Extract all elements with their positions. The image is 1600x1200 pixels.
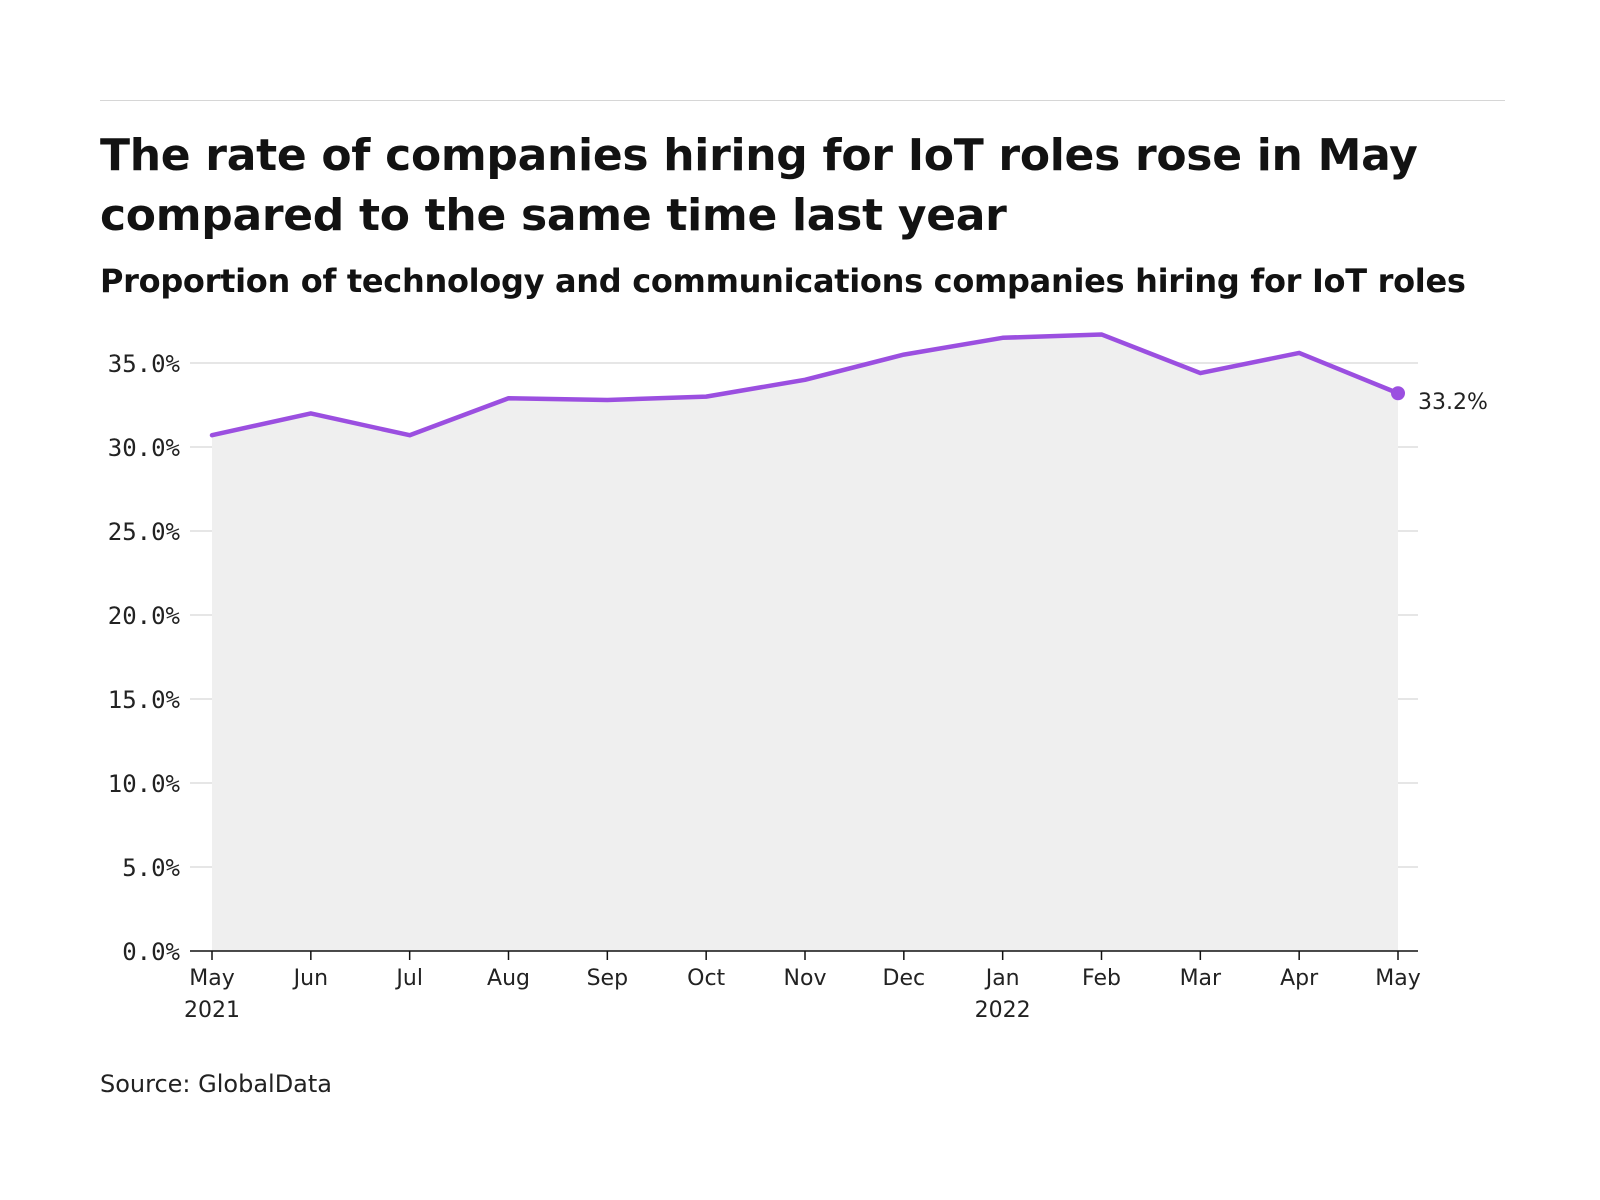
data-point — [1000, 336, 1004, 340]
end-point-marker — [1391, 386, 1405, 401]
chart-subtitle: Proportion of technology and communicati… — [100, 262, 1466, 300]
end-point: 33.2% — [1418, 390, 1488, 415]
x-tick-label: Jan — [984, 966, 1020, 991]
y-axis-ticks: 0.0% 5.0% 10.0% 15.0% 20.0% 25.0% 30.0% 35.0% — [108, 350, 181, 966]
y-tick-label: 10.0% — [108, 770, 181, 798]
data-point — [506, 396, 510, 400]
data-point — [210, 433, 214, 437]
x-tick-label: Oct — [687, 966, 725, 991]
area-fill — [212, 334, 1398, 951]
x-tick-label: Jul — [394, 966, 423, 991]
data-point — [1198, 371, 1202, 375]
x-tick-label: Apr — [1280, 966, 1319, 991]
x-tick-label: Jun — [292, 966, 328, 991]
data-point — [902, 352, 906, 356]
source-note: Source: GlobalData — [100, 1070, 333, 1098]
data-point — [605, 398, 609, 402]
data-point — [309, 411, 313, 415]
data-point — [803, 378, 807, 382]
x-tick-label: Aug — [487, 966, 530, 991]
series-line-path — [209, 332, 1401, 438]
series-line — [209, 332, 1405, 438]
x-tick-label: Sep — [587, 966, 628, 991]
data-point — [407, 433, 411, 437]
top-divider — [100, 100, 1505, 101]
x-tick-label: Mar — [1180, 966, 1222, 991]
x-tick-label: Nov — [784, 966, 827, 991]
x-tick-label: Dec — [883, 966, 926, 991]
y-tick-label: 35.0% — [108, 350, 181, 378]
x-tick-sublabel: 2021 — [184, 998, 240, 1023]
x-tick-sublabel: 2022 — [975, 998, 1031, 1023]
x-tick-label: May — [189, 966, 234, 991]
end-value-label: 33.2% — [1418, 390, 1488, 415]
data-point — [1297, 351, 1301, 355]
y-tick-label: 25.0% — [108, 518, 181, 546]
chart-title: The rate of companies hiring for IoT rol… — [100, 130, 1418, 241]
y-tick-label: 15.0% — [108, 686, 181, 714]
y-tick-label: 0.0% — [122, 938, 180, 966]
series-area — [212, 334, 1398, 951]
x-tick-label: Feb — [1082, 966, 1121, 991]
y-tick-label: 20.0% — [108, 602, 181, 630]
data-point — [1099, 332, 1103, 336]
y-tick-label: 5.0% — [122, 854, 180, 882]
data-point — [704, 394, 708, 398]
x-tick-label: May — [1375, 966, 1420, 991]
y-tick-label: 30.0% — [108, 434, 181, 462]
x-axis-ticks: May 2021 Jun Jul Aug Sep Oct Nov Dec Jan 2022 Feb Ma… — [184, 951, 1421, 1023]
